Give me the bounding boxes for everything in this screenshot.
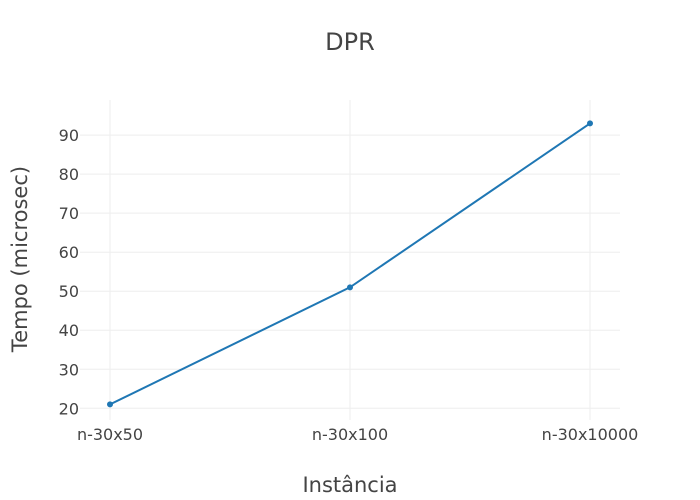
x-tick-label: n-30x10000 [542, 425, 639, 444]
y-tick-label: 80 [59, 165, 79, 184]
y-axis-ticks: 20 30 40 50 60 70 80 90 [59, 126, 79, 418]
data-point [107, 401, 113, 408]
y-axis-title: Tempo (microsec) [8, 166, 32, 353]
x-axis-title: Instância [302, 473, 397, 497]
data-point [347, 284, 353, 291]
y-tick-label: 20 [59, 399, 79, 418]
chart-title: DPR [325, 28, 375, 56]
y-tick-label: 50 [59, 282, 79, 301]
y-tick-label: 90 [59, 126, 79, 145]
x-gridlines [109, 100, 591, 420]
series-layer [107, 120, 593, 408]
y-tick-label: 30 [59, 360, 79, 379]
x-axis-ticks: n-30x50 n-30x100 n-30x10000 [77, 425, 638, 444]
x-tick-label: n-30x50 [77, 425, 143, 444]
y-tick-label: 70 [59, 204, 79, 223]
y-tick-label: 40 [59, 321, 79, 340]
data-point [587, 120, 593, 127]
x-tick-label: n-30x100 [312, 425, 388, 444]
y-gridlines [80, 134, 620, 409]
y-tick-label: 60 [59, 243, 79, 262]
